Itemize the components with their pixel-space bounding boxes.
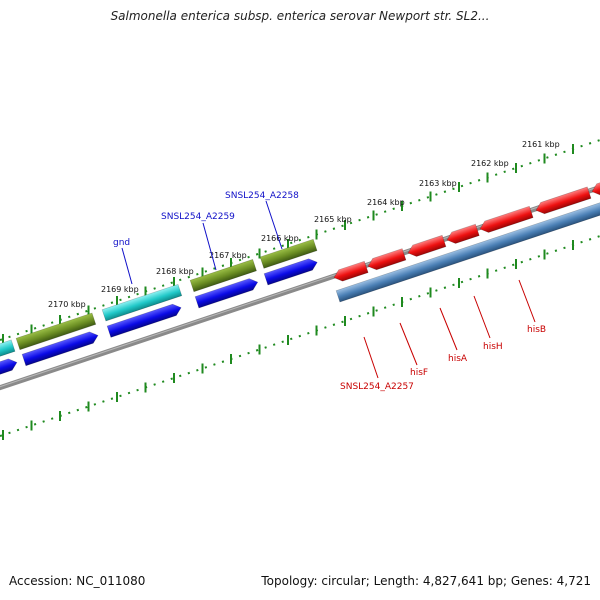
kbp-label: 2165 kbp — [314, 215, 352, 224]
gene-block[interactable] — [101, 283, 183, 322]
kbp-label: 2167 kbp — [209, 251, 247, 260]
gene-label-hisf[interactable]: hisF — [410, 368, 428, 378]
kbp-label: 2169 kbp — [101, 285, 139, 294]
gene-block[interactable] — [0, 357, 19, 388]
gene-block[interactable] — [21, 330, 100, 367]
gene-shape[interactable] — [332, 260, 369, 283]
gene-shape[interactable] — [366, 248, 407, 272]
gene-shape[interactable] — [406, 234, 447, 258]
kbp-label: 2161 kbp — [522, 140, 560, 149]
outer-tick-track — [0, 139, 600, 341]
gene-block[interactable] — [263, 257, 319, 286]
gene-label-snsl254-a2259[interactable]: SNSL254_A2259 — [161, 212, 235, 222]
gene-shape[interactable] — [106, 302, 183, 338]
gene-block[interactable] — [194, 276, 260, 309]
kbp-label: 2163 kbp — [419, 179, 457, 188]
gene-shape[interactable] — [15, 312, 97, 351]
map-title: Salmonella enterica subsp. enterica sero… — [110, 9, 490, 23]
gene-block[interactable] — [590, 172, 600, 197]
gene-label-snsl254-a2258[interactable]: SNSL254_A2258 — [225, 191, 299, 201]
gene-block[interactable] — [445, 223, 480, 246]
gene-leader-line — [518, 279, 536, 323]
gene-shape[interactable] — [0, 339, 16, 370]
tick-marks — [2, 144, 574, 440]
gene-shape[interactable] — [263, 257, 319, 286]
gene-block[interactable] — [189, 259, 257, 293]
gene-label-snsl254-a2257[interactable]: SNSL254_A2257 — [340, 382, 414, 392]
gene-leader-line — [473, 295, 491, 339]
gene-block[interactable] — [406, 234, 447, 258]
inner-tick-track — [0, 235, 600, 437]
gene-leader-line — [202, 222, 217, 271]
gene-leader-line — [363, 336, 379, 379]
gene-shape[interactable] — [590, 172, 600, 197]
gene-block[interactable] — [534, 186, 592, 216]
kbp-label: 2166 kbp — [261, 234, 299, 243]
gene-block[interactable] — [335, 198, 600, 303]
gene-leader-line — [265, 200, 283, 250]
accession-text: Accession: NC_011080 — [9, 574, 146, 588]
gene-leader-line — [399, 322, 418, 366]
gene-shape[interactable] — [335, 198, 600, 303]
gene-block[interactable] — [106, 302, 183, 338]
gene-label-hisa[interactable]: hisA — [448, 354, 468, 364]
gene-shape[interactable] — [189, 259, 257, 293]
gene-label-hish[interactable]: hisH — [483, 342, 503, 352]
gene-shape[interactable] — [478, 205, 534, 234]
gene-leader-line — [121, 247, 133, 285]
kbp-label: 2162 kbp — [471, 159, 509, 168]
gene-label-gnd[interactable]: gnd — [113, 238, 130, 248]
topology-summary: Topology: circular; Length: 4,827,641 bp… — [261, 574, 591, 588]
kbp-label: 2170 kbp — [48, 300, 86, 309]
gene-features[interactable] — [0, 172, 600, 388]
gene-shape[interactable] — [0, 357, 19, 388]
gene-shape[interactable] — [21, 330, 100, 367]
gene-block[interactable] — [478, 205, 534, 234]
gene-shape[interactable] — [445, 223, 480, 246]
gene-block[interactable] — [0, 339, 16, 370]
gene-shape[interactable] — [259, 238, 318, 269]
kbp-label: 2164 kbp — [367, 198, 405, 207]
gene-label-hisb[interactable]: hisB — [527, 325, 546, 335]
gene-shape[interactable] — [194, 276, 260, 309]
gene-shape[interactable] — [101, 283, 183, 322]
gene-shape[interactable] — [534, 186, 592, 216]
kbp-label: 2168 kbp — [156, 267, 194, 276]
gene-leader-line — [439, 307, 458, 351]
gene-block[interactable] — [332, 260, 369, 283]
gene-block[interactable] — [15, 312, 97, 351]
gene-block[interactable] — [259, 238, 318, 269]
gene-block[interactable] — [366, 248, 407, 272]
